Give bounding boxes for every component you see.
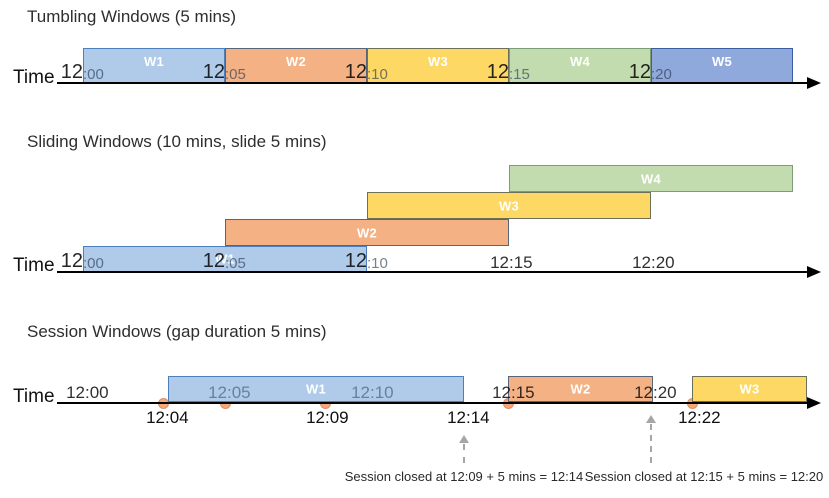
window-label: W2: [356, 225, 378, 240]
window-label: W5: [711, 54, 733, 69]
window-label: W3: [739, 381, 760, 397]
window-label: W4: [569, 54, 591, 69]
sliding-window-w4: W4: [509, 165, 793, 192]
timeline: [57, 402, 809, 404]
annotation-arrow-icon: [646, 415, 656, 423]
time-axis-label: Time: [13, 67, 55, 88]
tumbling-window-w3: W3: [367, 48, 509, 83]
window-label: W3: [498, 198, 520, 213]
window-label: W2: [570, 381, 591, 397]
session-annotation: Session closed at 12:09 + 5 mins = 12:14: [344, 469, 584, 484]
section-title-session: Session Windows (gap duration 5 mins): [27, 322, 327, 341]
session-window-w2: W2: [508, 376, 653, 402]
timeline-arrow-icon: [807, 397, 821, 409]
session-annotation: Session closed at 12:15 + 5 mins = 12:20: [584, 469, 824, 484]
section-title-sliding: Sliding Windows (10 mins, slide 5 mins): [27, 132, 327, 151]
annotation-arrow-icon: [459, 435, 469, 443]
time-axis-label: Time: [13, 386, 55, 407]
window-label: W1: [214, 251, 236, 267]
window-label: W1: [143, 54, 165, 69]
window-label: W1: [305, 381, 327, 397]
window-label: W4: [640, 171, 662, 186]
window-label: W2: [285, 54, 307, 69]
window-label: W3: [427, 54, 449, 69]
timeline-arrow-icon: [807, 266, 821, 278]
timeline-arrow-icon: [807, 77, 821, 89]
session-window-w3: W3: [692, 376, 807, 402]
annotation-arrow-line: [463, 444, 465, 463]
time-axis-label: Time: [13, 255, 55, 276]
timeline: [57, 82, 809, 84]
tumbling-window-w1: W1: [83, 48, 225, 83]
tumbling-window-w5: W5: [651, 48, 793, 83]
annotation-arrow-line: [650, 424, 652, 463]
section-title-tumbling: Tumbling Windows (5 mins): [27, 7, 237, 26]
sliding-window-w2: W2: [225, 219, 509, 246]
sliding-window-w3: W3: [367, 192, 651, 219]
session-window-w1: W1: [168, 376, 464, 402]
timeline: [57, 271, 809, 273]
